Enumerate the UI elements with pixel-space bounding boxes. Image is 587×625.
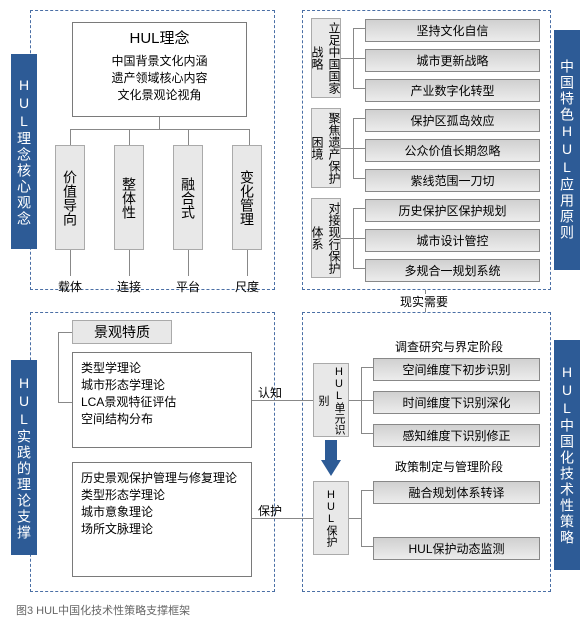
conn [353, 178, 365, 179]
conn [353, 58, 365, 59]
tl-box-0: 价值导向 [55, 145, 85, 250]
bl-b3: 场所文脉理论 [81, 520, 243, 537]
conn [288, 518, 313, 519]
conn [353, 118, 365, 119]
tl-u2: 平台 [176, 278, 200, 295]
br-p2-1: HUL保护动态监测 [373, 537, 540, 560]
tr-g1-1: 城市更新战略 [365, 49, 540, 72]
tl-u0: 载体 [58, 278, 82, 295]
conn [188, 250, 189, 276]
tr-g1-0: 坚持文化自信 [365, 19, 540, 42]
conn [288, 400, 313, 401]
conn [353, 88, 365, 89]
conn [353, 208, 365, 209]
br-p1-1: 时间维度下识别深化 [373, 391, 540, 414]
conn [159, 117, 160, 129]
conn [361, 490, 362, 546]
arrow-icon [321, 460, 341, 476]
conn [425, 290, 426, 294]
bl-b1: 类型形态学理论 [81, 486, 243, 503]
conn [361, 546, 373, 547]
bl-t3: 空间结构分布 [81, 410, 243, 427]
tr-g3-0: 历史保护区保护规划 [365, 199, 540, 222]
label-tr: 中国特色HUL应用原则 [554, 30, 580, 270]
tr-under: 现实需要 [400, 293, 448, 310]
hul-box: HUL理念 中国背景文化内涵 遗产领域核心内容 文化景观论视角 [72, 22, 247, 117]
label-br: HUL中国化技术性策略 [554, 340, 580, 570]
tr-g2-0: 保护区孤岛效应 [365, 109, 540, 132]
bl-t2: LCA景观特征评估 [81, 393, 243, 410]
tr-g2-head: 聚焦遗产保护困境 [311, 108, 341, 188]
br-ph2-head: HUL保护 [313, 481, 349, 555]
conn [361, 490, 373, 491]
conn [349, 518, 361, 519]
conn [58, 332, 59, 402]
tr-g1-head: 立足中国国家战略 [311, 18, 341, 98]
conn [361, 433, 373, 434]
conn [361, 367, 373, 368]
conn [353, 148, 365, 149]
bl-out2: 保护 [258, 502, 282, 519]
bl-bot-box: 历史景观保护管理与修复理论 类型形态学理论 城市意象理论 场所文脉理论 [72, 462, 252, 577]
tr-g1-2: 产业数字化转型 [365, 79, 540, 102]
bl-b0: 历史景观保护管理与修复理论 [81, 469, 243, 486]
conn [353, 268, 365, 269]
br-ph1-head: HUL单元识别 [313, 363, 349, 437]
bl-t0: 类型学理论 [81, 359, 243, 376]
tl-box-3: 变化管理 [232, 145, 262, 250]
label-tl: HUL理念核心观念 [11, 54, 37, 249]
tl-box-2: 融合式 [173, 145, 203, 250]
bl-b2: 城市意象理论 [81, 503, 243, 520]
conn [341, 58, 353, 59]
conn [129, 129, 130, 145]
tr-g3-2: 多规合一规划系统 [365, 259, 540, 282]
br-p1-0: 空间维度下初步识别 [373, 358, 540, 381]
hul-title: HUL理念 [73, 27, 246, 48]
conn [361, 400, 373, 401]
arrow-icon [325, 440, 337, 462]
conn [58, 332, 72, 333]
conn [249, 129, 250, 145]
tr-g3-head: 对接现行保护体系 [311, 198, 341, 278]
conn [353, 238, 365, 239]
br-p1-2: 感知维度下识别修正 [373, 424, 540, 447]
tr-g3-1: 城市设计管控 [365, 229, 540, 252]
bl-t1: 城市形态学理论 [81, 376, 243, 393]
hul-l2: 遗产领域核心内容 [73, 69, 246, 86]
br-ph2-title: 政策制定与管理阶段 [395, 458, 503, 475]
conn [353, 28, 365, 29]
bl-out1: 认知 [258, 384, 282, 401]
bl-top-box: 类型学理论 城市形态学理论 LCA景观特征评估 空间结构分布 [72, 352, 252, 448]
bl-top-head: 景观特质 [72, 320, 172, 344]
conn [58, 402, 72, 403]
tr-g2-1: 公众价值长期忽略 [365, 139, 540, 162]
label-bl: HUL实践的理论支撑 [11, 360, 37, 555]
hul-l1: 中国背景文化内涵 [73, 52, 246, 69]
conn [70, 129, 71, 145]
conn [70, 250, 71, 276]
conn [341, 148, 353, 149]
conn [188, 129, 189, 145]
figure-caption: 图3 HUL中国化技术性策略支撑框架 [16, 602, 190, 618]
br-p2-0: 融合规划体系转译 [373, 481, 540, 504]
diagram-root: { "colors": { "blue": "#2d5b96", "dash":… [0, 0, 587, 625]
tl-box-1: 整体性 [114, 145, 144, 250]
conn [129, 250, 130, 276]
tl-u3: 尺度 [235, 278, 259, 295]
conn [341, 238, 353, 239]
tr-g2-2: 紫线范围一刀切 [365, 169, 540, 192]
br-ph1-title: 调查研究与界定阶段 [395, 338, 503, 355]
hul-l3: 文化景观论视角 [73, 86, 246, 103]
tl-u1: 连接 [117, 278, 141, 295]
conn [70, 129, 250, 130]
conn [247, 250, 248, 276]
conn [349, 400, 361, 401]
